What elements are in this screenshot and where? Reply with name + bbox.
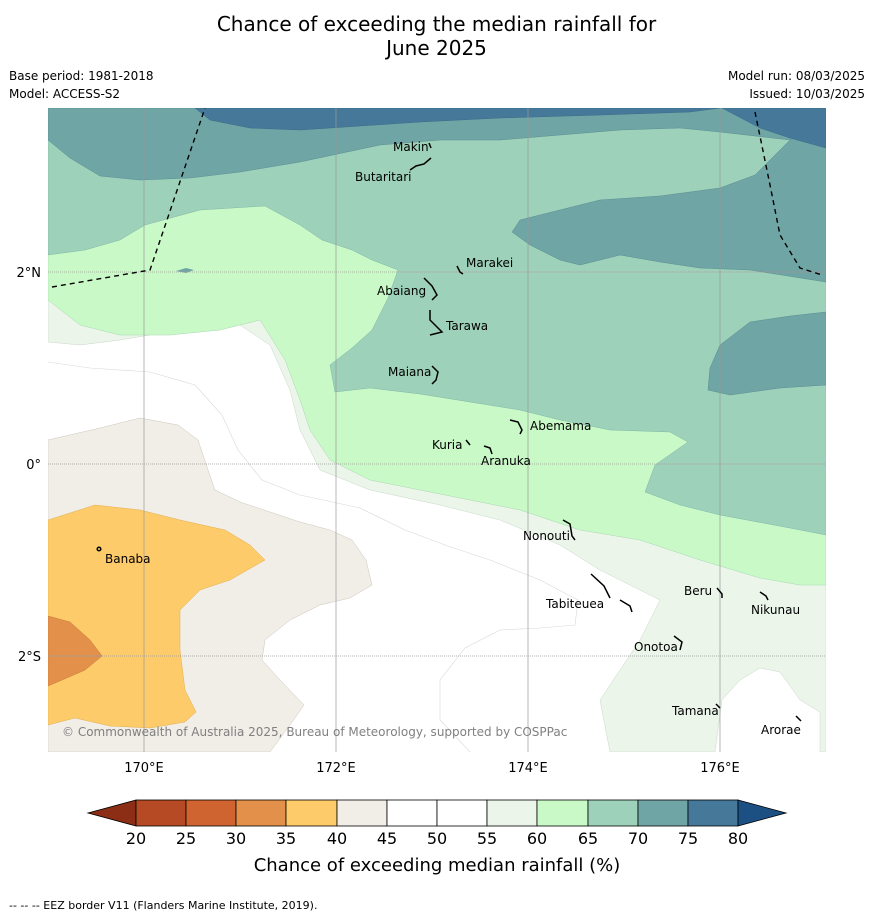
island-labels: Makin Butaritari Marakei Abaiang Tarawa …: [105, 140, 801, 737]
map-area: Makin Butaritari Marakei Abaiang Tarawa …: [48, 108, 826, 752]
copyright-notice: © Commonwealth of Australia 2025, Bureau…: [62, 725, 567, 739]
cb-tick-35: 35: [276, 829, 296, 848]
label-onotoa: Onotoa: [634, 640, 678, 654]
eez-border: [51, 108, 823, 288]
graticule: [48, 108, 826, 752]
colorbar-bin-70-75: [637, 799, 689, 827]
label-tabiteuea: Tabiteuea: [545, 597, 604, 611]
model-run: Model run: 08/03/2025: [727, 69, 865, 83]
island-abaiang: [423, 277, 438, 301]
band-65-70-islet: [500, 316, 507, 330]
band-75-80-north: [194, 108, 721, 131]
cb-tick-45: 45: [377, 829, 397, 848]
eez-footnote: -- -- -- EEZ border V11 (Flanders Marine…: [9, 899, 318, 912]
colorbar-extend-low: [86, 799, 137, 827]
colorbar-bin-25-30: [185, 799, 237, 827]
lat-label-2n: 2°N: [17, 266, 42, 281]
contour-50: [48, 361, 579, 752]
label-makin: Makin: [393, 140, 429, 154]
island-onotoa: [673, 635, 683, 651]
lat-axis-labels: 2°N 0° 2°S: [17, 266, 42, 665]
cb-tick-30: 30: [226, 829, 246, 848]
base-period: Base period: 1981-2018: [9, 69, 154, 83]
lat-label-0: 0°: [26, 458, 41, 473]
label-nonouti: Nonouti: [523, 529, 570, 543]
island-abemama: [509, 419, 523, 435]
island-arorae: [795, 715, 802, 722]
title-line-1: Chance of exceeding the median rainfall …: [216, 12, 657, 36]
cb-tick-20: 20: [126, 829, 146, 848]
label-abaiang: Abaiang: [377, 284, 426, 298]
island-aranuka: [483, 445, 493, 455]
label-tarawa: Tarawa: [445, 319, 488, 333]
lon-axis-labels: 170°E 172°E 174°E 176°E: [124, 761, 740, 776]
lat-label-2s: 2°S: [18, 650, 41, 665]
colorbar-extend-high: [737, 799, 788, 827]
label-maiana: Maiana: [388, 365, 431, 379]
island-marakei: [456, 265, 464, 275]
colorbar-ticks: 20 25 30 35 40 45 50 55 60 65 70 75 80: [126, 829, 748, 848]
lon-label-176: 176°E: [700, 761, 740, 776]
cb-tick-55: 55: [477, 829, 497, 848]
colorbar-bin-30-35: [235, 799, 287, 827]
island-maiana: [431, 365, 439, 385]
band-70-75-east: [511, 119, 826, 283]
island-makin: [428, 142, 432, 149]
label-arorae: Arorae: [761, 723, 801, 737]
colorbar-bin-55-60: [486, 799, 538, 827]
label-tamana: Tamana: [671, 704, 719, 718]
cb-tick-50: 50: [427, 829, 447, 848]
cb-tick-70: 70: [628, 829, 648, 848]
meta-right: Model run: 08/03/2025 Issued: 10/03/2025: [728, 67, 865, 103]
colorbar-bin-50-55: [436, 799, 488, 827]
island-nonouti: [562, 519, 576, 541]
lon-label-172: 172°E: [316, 761, 356, 776]
label-kuria: Kuria: [432, 438, 463, 452]
issued-date: Issued: 10/03/2025: [749, 87, 865, 101]
colorbar-bin-75-80: [687, 799, 739, 827]
lon-label-174: 174°E: [508, 761, 548, 776]
colorbar-bin-35-40: [285, 799, 338, 827]
island-outlines: [96, 142, 802, 722]
cb-tick-25: 25: [176, 829, 196, 848]
label-aranuka: Aranuka: [481, 454, 531, 468]
island-tamana: [715, 703, 721, 709]
label-abemama: Abemama: [530, 419, 591, 433]
band-30-35: [48, 615, 103, 687]
colorbar-bin-20-25: [135, 799, 187, 827]
meta-left: Base period: 1981-2018 Model: ACCESS-S2: [9, 67, 154, 103]
cb-tick-80: 80: [728, 829, 748, 848]
label-butaritari: Butaritari: [355, 170, 412, 184]
island-kuria: [465, 439, 471, 446]
cb-tick-40: 40: [327, 829, 347, 848]
label-beru: Beru: [684, 584, 712, 598]
band-75-80-northeast: [721, 108, 826, 149]
island-tabiteuea: [590, 573, 633, 613]
colorbar-bin-40-45: [336, 799, 388, 827]
cb-tick-60: 60: [527, 829, 547, 848]
map-title: Chance of exceeding the median rainfall …: [0, 12, 873, 60]
cb-tick-65: 65: [578, 829, 598, 848]
island-banaba: [96, 546, 102, 552]
colorbar-bin-60-65: [536, 799, 589, 827]
band-35-40: [48, 504, 266, 729]
label-marakei: Marakei: [466, 256, 513, 270]
model-name: Model: ACCESS-S2: [9, 87, 121, 101]
title-line-2: June 2025: [386, 36, 487, 60]
island-beru: [716, 587, 723, 598]
band-70-75-southeast: [707, 311, 826, 396]
island-tarawa: [429, 310, 444, 336]
colorbar-bin-65-70: [587, 799, 639, 827]
colorbar-bin-45-50: [386, 799, 438, 827]
lon-label-170: 170°E: [124, 761, 164, 776]
label-banaba: Banaba: [105, 552, 151, 566]
island-nikunau: [759, 591, 769, 601]
label-nikunau: Nikunau: [751, 603, 800, 617]
island-butaritari: [409, 157, 432, 171]
colorbar-label: Chance of exceeding median rainfall (%): [254, 855, 621, 876]
colorbar: [86, 799, 788, 827]
cb-tick-75: 75: [678, 829, 698, 848]
